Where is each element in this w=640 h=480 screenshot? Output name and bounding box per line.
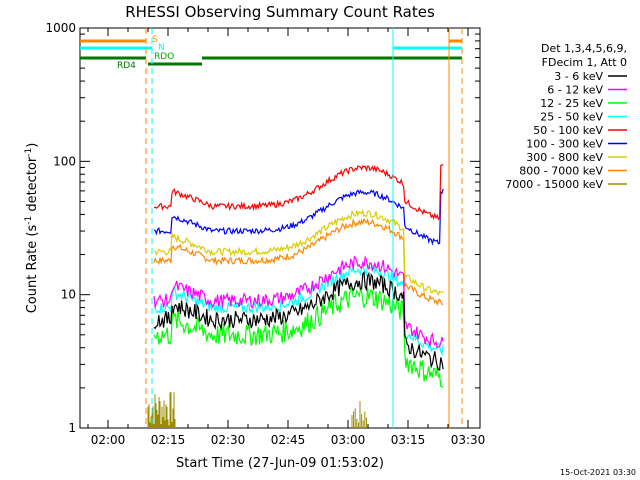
series-3-6-kev bbox=[153, 270, 444, 371]
chart-title: RHESSI Observing Summary Count Rates bbox=[125, 3, 435, 21]
series-layer bbox=[147, 164, 444, 428]
legend: Det 1,3,4,5,6,9, FDecim 1, Att 0 3 - 6 k… bbox=[505, 42, 627, 191]
legend-label: 800 - 7000 keV bbox=[519, 165, 603, 178]
x-tick-label: 03:15 bbox=[391, 433, 426, 447]
series-50-100-kev bbox=[153, 164, 444, 221]
series-25-50-kev bbox=[153, 263, 444, 357]
x-axis-label: Start Time (27-Jun-09 01:53:02) bbox=[176, 456, 384, 471]
legend-header-2: FDecim 1, Att 0 bbox=[542, 56, 627, 69]
x-tick-label: 02:30 bbox=[211, 433, 246, 447]
flag-label-rd4: RD4 bbox=[117, 61, 136, 71]
flag-label-n: N bbox=[158, 43, 165, 53]
legend-label: 12 - 25 keV bbox=[540, 97, 603, 110]
legend-label: 50 - 100 keV bbox=[533, 124, 603, 137]
series-100-300-kev bbox=[153, 188, 444, 246]
x-tick-label: 02:15 bbox=[151, 433, 186, 447]
legend-label: 300 - 800 keV bbox=[526, 151, 603, 164]
legend-header-1: Det 1,3,4,5,6,9, bbox=[541, 42, 627, 55]
legend-label: 7000 - 15000 keV bbox=[505, 178, 603, 191]
y-axis-label: Count Rate (s-1 detector-1) bbox=[24, 143, 40, 314]
y-tick-label: 10 bbox=[61, 288, 76, 302]
y-axis-label-main: Count Rate (s bbox=[25, 225, 40, 314]
flag-label-s: S bbox=[152, 35, 158, 45]
x-ticks: 02:00 02:15 02:30 02:45 03:00 03:15 03:30 bbox=[87, 28, 486, 447]
render-timestamp: 15-Oct-2021 03:30 bbox=[560, 468, 636, 477]
y-tick-label: 1000 bbox=[45, 21, 76, 35]
series-12-25-kev bbox=[153, 287, 444, 388]
legend-label: 25 - 50 keV bbox=[540, 111, 603, 124]
series-800-7000-kev bbox=[153, 217, 444, 307]
series-6-12-kev bbox=[153, 255, 444, 349]
flag-label-rdo: RDO bbox=[154, 52, 174, 62]
legend-label: 100 - 300 keV bbox=[526, 138, 603, 151]
legend-label: 3 - 6 keV bbox=[554, 70, 603, 83]
y-ticks: 1 10 100 1000 bbox=[45, 21, 480, 435]
x-tick-label: 02:00 bbox=[91, 433, 126, 447]
x-tick-label: 03:30 bbox=[451, 433, 486, 447]
y-tick-label: 1 bbox=[68, 421, 76, 435]
x-tick-label: 02:45 bbox=[271, 433, 306, 447]
legend-label: 6 - 12 keV bbox=[547, 84, 603, 97]
x-tick-label: 03:00 bbox=[331, 433, 366, 447]
y-axis-label-sup2: -1 bbox=[24, 148, 34, 157]
y-axis-label-end: ) bbox=[25, 143, 40, 148]
y-axis-label-rest: detector bbox=[25, 156, 40, 216]
series-300-800-kev bbox=[153, 208, 444, 297]
y-tick-label: 100 bbox=[53, 154, 76, 168]
y-axis-label-sup1: -1 bbox=[24, 216, 34, 225]
plot-frame bbox=[79, 27, 481, 429]
boundary-lines bbox=[145, 28, 463, 428]
series-7000-15000-kev bbox=[147, 391, 367, 428]
